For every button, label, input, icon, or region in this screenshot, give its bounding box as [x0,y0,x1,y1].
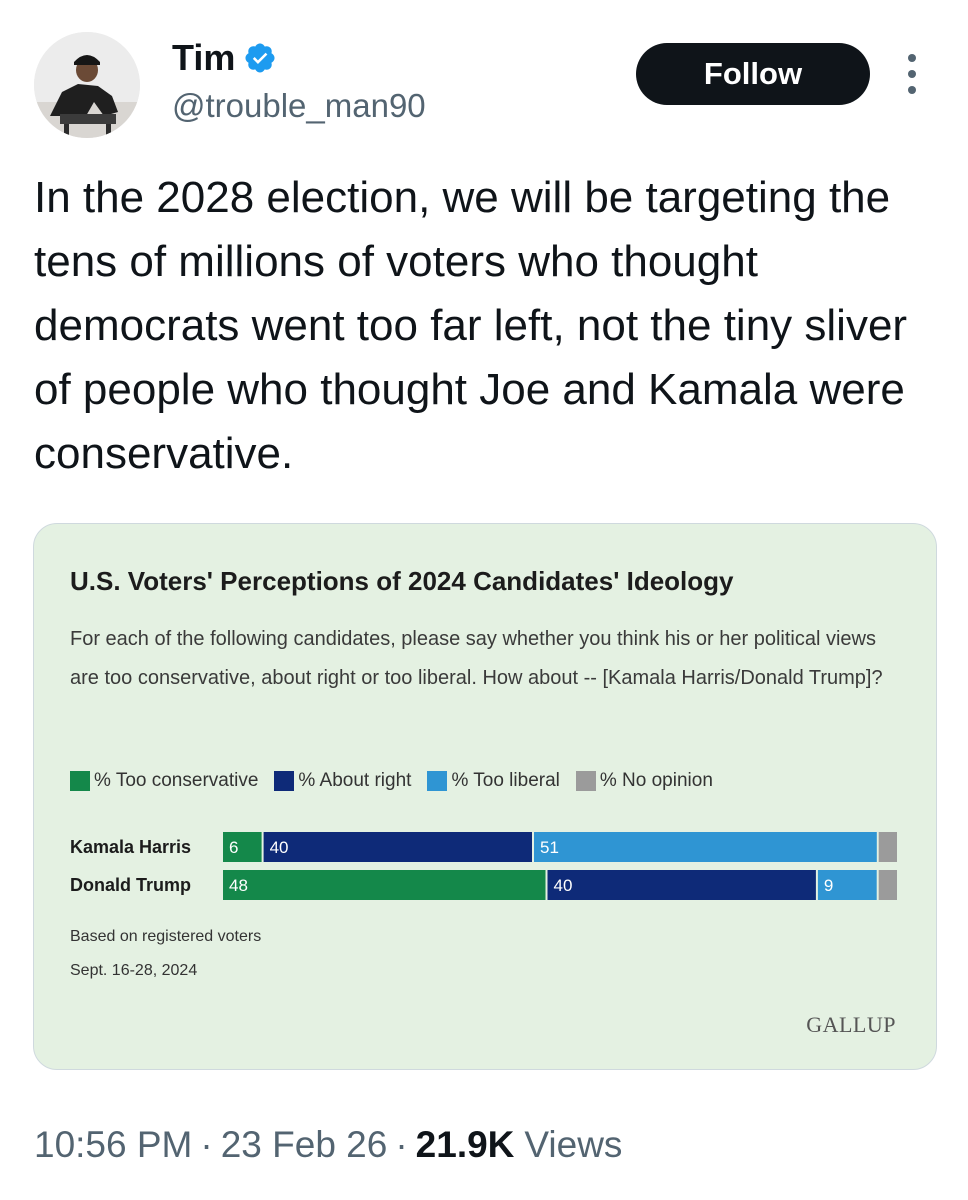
bar-value-label: 48 [229,876,248,895]
bar-category-label: Donald Trump [70,875,191,895]
gallup-logo: GALLUP [806,1012,896,1037]
tweet-time[interactable]: 10:56 PM [34,1124,193,1165]
bar-segment [878,870,897,900]
views-label: Views [524,1124,623,1165]
legend-item: % No opinion [575,770,713,792]
legend-label: % Too conservative [94,770,259,791]
bar-category-label: Kamala Harris [70,837,191,857]
more-dot [908,54,916,62]
bar-segment [534,832,877,862]
views-count: 21.9K [415,1124,515,1165]
legend-swatch [274,771,295,791]
bar-segment [263,832,532,862]
legend-item: % About right [274,770,411,792]
avatar-image [34,32,140,138]
legend-swatch [427,771,448,791]
tweet-header: Tim @trouble_man90 Follow [0,0,968,150]
legend-item: % Too liberal [427,770,560,792]
legend-label: % No opinion [599,770,713,791]
chart-footnote-sample: Based on registered voters [70,928,262,945]
bar-value-label: 40 [270,838,289,857]
tweet-date[interactable]: 23 Feb 26 [220,1124,388,1165]
chart-subtitle: For each of the following candidates, pl… [70,628,883,689]
meta-separator: · [395,1124,408,1165]
legend-label: % About right [298,770,412,791]
author-handle[interactable]: @trouble_man90 [172,87,426,124]
more-dot [908,70,916,78]
legend-swatch [575,771,596,791]
media-card[interactable]: U.S. Voters' Perceptions of 2024 Candida… [33,523,937,1070]
bar-value-label: 9 [824,876,833,895]
stacked-bar-chart: Kamala Harris 6 40 51 Donald Trump 48 40 9 [70,832,897,900]
bar-value-label: 51 [540,838,559,857]
more-vertical-icon[interactable] [900,54,924,94]
bar-segment [223,832,262,862]
author-name-row: Tim [172,36,277,80]
more-dot [908,86,916,94]
chart-legend: % Too conservative % About right % Too lib… [70,770,729,792]
bar-segment [547,870,816,900]
bar-value-label: 6 [229,838,238,857]
bar-value-label: 40 [554,876,573,895]
follow-button[interactable]: Follow [636,43,870,105]
chart-title: U.S. Voters' Perceptions of 2024 Candida… [70,566,734,596]
bar-segment [817,870,877,900]
verified-badge-icon [243,41,277,75]
chart-footnote-date: Sept. 16-28, 2024 [70,962,198,979]
legend-item: % Too conservative [70,770,258,792]
bar-segment [878,832,897,862]
tweet-text: In the 2028 election, we will be targeti… [34,173,920,478]
author-name[interactable]: Tim [172,37,236,78]
meta-separator: · [200,1124,213,1165]
bar-segment [223,870,546,900]
legend-swatch [70,771,90,791]
legend-label: % Too liberal [451,770,560,791]
tweet-meta: 10:56 PM · 23 Feb 26 · 21.9K Views [34,1124,622,1166]
avatar[interactable] [34,32,140,138]
